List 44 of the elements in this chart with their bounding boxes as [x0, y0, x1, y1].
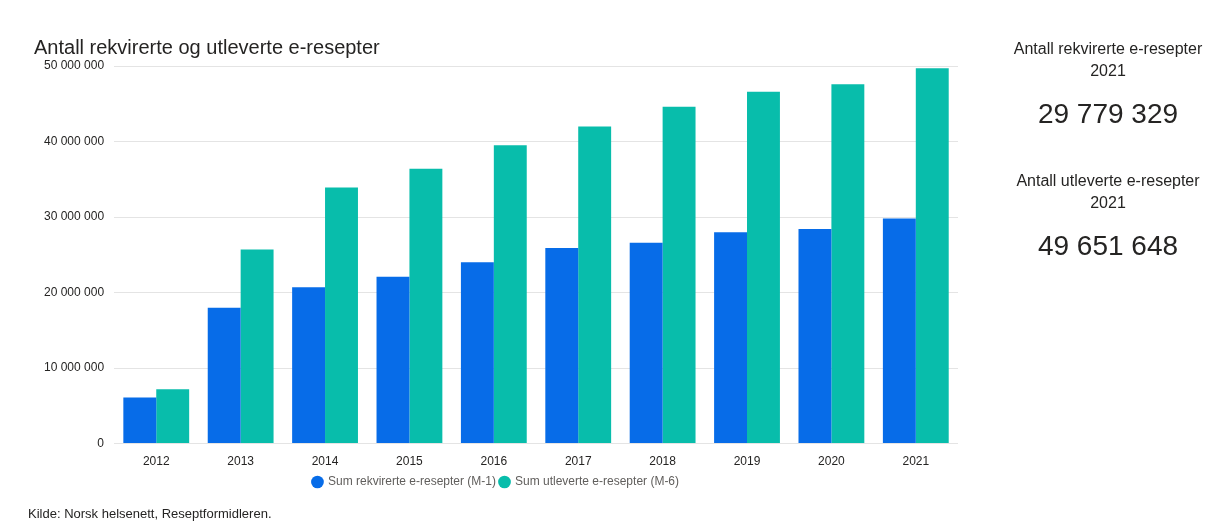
x-tick-label: 2020: [818, 454, 846, 469]
y-tick-label: 50 000 000: [44, 58, 105, 73]
x-tick-label: 2015: [396, 454, 424, 469]
bar: [831, 84, 865, 444]
bar: [409, 168, 443, 444]
bar: [882, 218, 916, 444]
text: Antall rekvirerte e-resepter 2021: [1012, 39, 1204, 81]
text: 29 779 329: [1036, 98, 1180, 130]
x-tick-label: 2014: [311, 454, 339, 469]
y-tick-label: 20 000 000: [44, 284, 105, 299]
x-tick-label: 2019: [733, 454, 761, 469]
text: 49 651 648: [1036, 230, 1180, 262]
bar: [915, 68, 949, 444]
bar: [376, 276, 410, 444]
x-tick-label: 2021: [902, 454, 930, 469]
chart-title: Antall rekvirerte og utleverte e-resepter: [34, 35, 381, 58]
y-tick-label: 40 000 000: [44, 133, 105, 148]
bar: [578, 126, 612, 444]
x-tick-label: 2016: [480, 454, 508, 469]
legend-label: Sum utleverte e-resepter (M-6): [514, 474, 680, 489]
bar: [325, 187, 358, 444]
bar: [207, 307, 241, 444]
bar: [292, 287, 326, 444]
y-tick-label: 0: [97, 435, 105, 450]
bar: [545, 248, 579, 444]
bar: [747, 91, 780, 444]
bar: [662, 106, 696, 444]
bar: [714, 232, 748, 444]
bar: [240, 249, 274, 444]
x-tick-label: 2018: [649, 454, 677, 469]
text: Antall utleverte e-resepter 2021: [1015, 171, 1201, 213]
x-tick-label: 2017: [564, 454, 592, 469]
bar: [629, 242, 663, 444]
legend-label: Sum rekvirerte e-resepter (M-1): [327, 474, 496, 489]
text: Kilde: Norsk helsenett, Reseptformidleren.: [28, 506, 273, 521]
bar: [123, 397, 157, 444]
bar: [460, 262, 494, 444]
y-tick-label: 10 000 000: [44, 360, 105, 375]
y-tick-label: 30 000 000: [44, 209, 105, 224]
bar: [798, 229, 832, 444]
bar: [156, 389, 190, 444]
x-tick-label: 2013: [227, 454, 255, 469]
x-tick-label: 2012: [142, 454, 170, 469]
bar: [493, 145, 527, 444]
